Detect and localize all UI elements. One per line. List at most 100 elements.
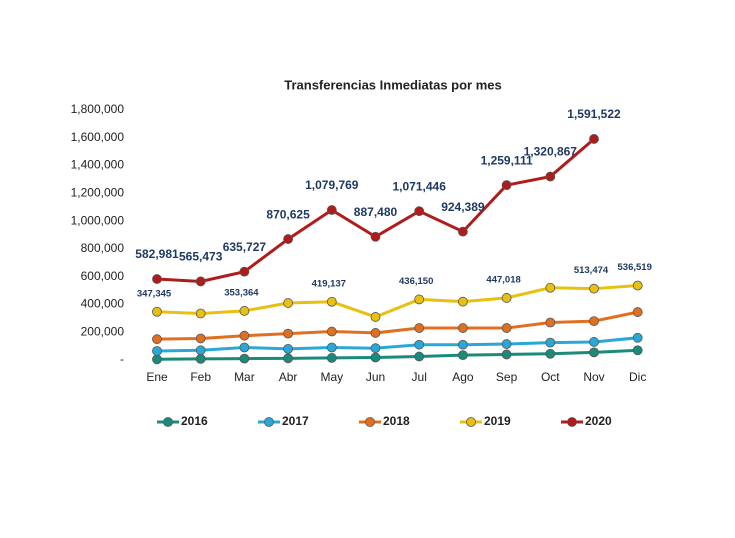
point [370, 328, 381, 338]
point [632, 332, 643, 343]
x-tick-label: May [320, 370, 343, 384]
point [589, 347, 599, 358]
point [239, 353, 250, 364]
legend-marker [466, 417, 476, 427]
legend-label: 2019 [484, 414, 511, 428]
y-tick-label: 1,000,000 [71, 213, 125, 227]
point [370, 312, 381, 322]
point [545, 171, 556, 182]
point [326, 205, 337, 215]
point [326, 353, 337, 363]
point [457, 350, 468, 361]
y-tick-label: 200,000 [81, 324, 125, 338]
point [457, 339, 468, 350]
point [501, 323, 512, 333]
data-label: 1,259,111 [481, 153, 533, 167]
data-label: 1,320,867 [524, 145, 578, 159]
point [195, 308, 206, 319]
point [239, 330, 250, 341]
point [152, 354, 162, 365]
data-label: 447,018 [486, 274, 520, 285]
point [239, 266, 250, 277]
point [414, 323, 425, 333]
series-line [156, 283, 638, 319]
data-label: 635,727 [223, 240, 267, 254]
x-tick-label: Dic [629, 370, 646, 384]
point [326, 342, 337, 353]
x-tick-label: Nov [583, 370, 604, 384]
series-line [156, 310, 639, 341]
point [283, 298, 294, 308]
legend-label: 2016 [181, 414, 208, 428]
legend-label: 2018 [383, 414, 410, 428]
point [589, 134, 599, 144]
point [457, 323, 468, 333]
point [283, 234, 294, 244]
data-label: 887,480 [354, 205, 398, 219]
point [239, 342, 250, 353]
point [326, 296, 337, 307]
point [545, 317, 556, 328]
data-label: 1,591,522 [567, 107, 621, 121]
point [195, 353, 206, 364]
data-label: 419,137 [312, 278, 346, 289]
x-tick-label: Sep [496, 370, 518, 384]
data-label: 924,389 [441, 200, 485, 214]
data-label: 582,981 [135, 247, 179, 261]
point [152, 274, 162, 284]
legend-label: 2020 [585, 414, 612, 428]
point [501, 293, 512, 303]
point [545, 337, 556, 348]
point [283, 328, 294, 339]
y-tick-label: 600,000 [81, 269, 125, 283]
point [370, 352, 381, 363]
data-label: 1,071,446 [393, 179, 447, 193]
legend-marker [264, 417, 274, 427]
point [589, 316, 599, 327]
chart-title: Transferencias Inmediatas por mes [284, 77, 501, 92]
data-label: 513,474 [574, 265, 609, 276]
data-label: 353,364 [224, 287, 259, 298]
point [370, 343, 381, 354]
point [195, 333, 206, 344]
legend-label: 2017 [282, 414, 309, 428]
series-line [156, 348, 638, 361]
data-label: 536,519 [618, 262, 652, 273]
legend-marker [365, 417, 375, 427]
x-tick-label: Mar [234, 370, 255, 384]
point [501, 339, 512, 349]
point [632, 345, 643, 356]
y-tick-label: 800,000 [81, 241, 125, 255]
legend-marker [567, 417, 577, 427]
point [283, 343, 294, 354]
point [501, 349, 512, 360]
point [414, 206, 425, 217]
x-tick-label: Ago [452, 370, 474, 384]
point [501, 180, 512, 191]
data-label: 565,473 [179, 250, 223, 264]
y-tick-label: 1,800,000 [71, 102, 125, 116]
point [152, 346, 162, 356]
point [589, 337, 599, 347]
series-line [156, 336, 638, 353]
point [545, 348, 556, 359]
point [589, 283, 599, 294]
point [370, 231, 381, 242]
point [457, 226, 468, 237]
legend-marker [163, 417, 173, 427]
x-tick-label: Jul [412, 370, 427, 384]
x-tick-label: Ene [146, 370, 168, 384]
point [283, 353, 294, 364]
y-tick-label: 1,400,000 [71, 158, 125, 172]
point [414, 351, 425, 362]
point [457, 296, 468, 307]
x-tick-label: Jun [366, 370, 385, 384]
point [152, 306, 162, 317]
point [414, 294, 425, 305]
point [632, 307, 643, 317]
y-tick-label: 1,600,000 [71, 130, 125, 144]
point [326, 326, 337, 337]
point [414, 339, 425, 350]
point [195, 276, 206, 287]
